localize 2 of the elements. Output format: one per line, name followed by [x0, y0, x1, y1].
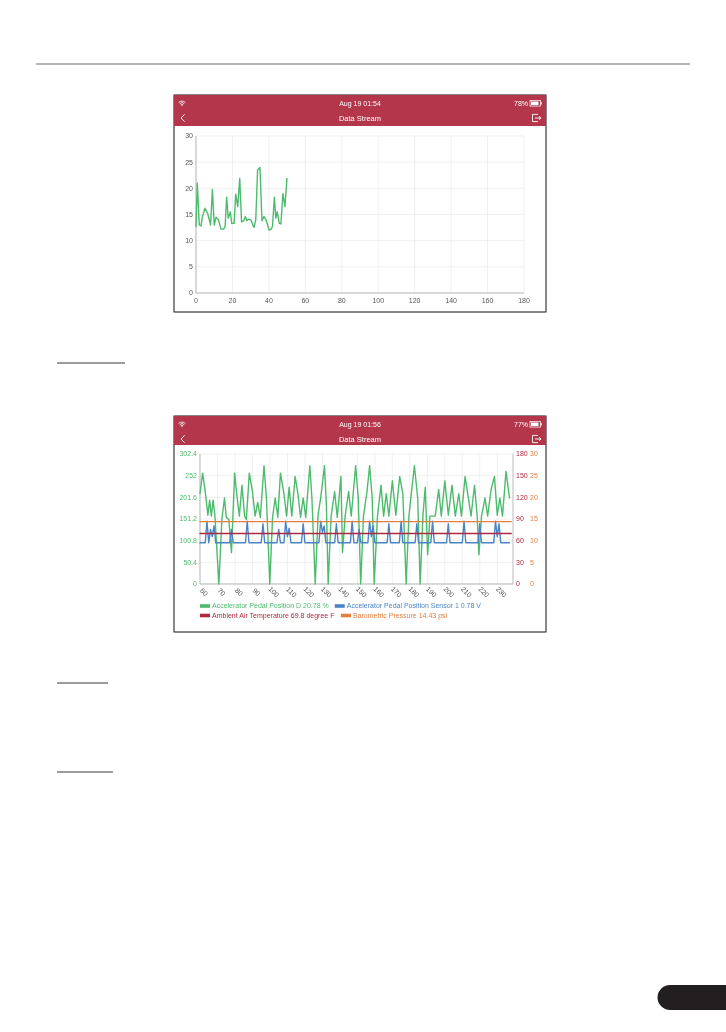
line-series: [195, 166, 288, 231]
line-series: [199, 520, 511, 544]
